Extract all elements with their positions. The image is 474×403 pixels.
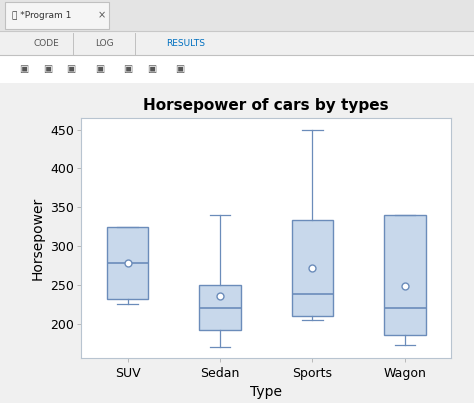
PathPatch shape	[292, 220, 333, 316]
Text: ⎙ *Program 1: ⎙ *Program 1	[12, 11, 71, 20]
Bar	[0, 55, 474, 83]
Text: RESULTS: RESULTS	[166, 39, 205, 48]
Text: ▣: ▣	[66, 64, 76, 75]
Bar	[0, 31, 474, 55]
Y-axis label: Horsepower: Horsepower	[31, 197, 45, 280]
Text: LOG: LOG	[95, 39, 113, 48]
PathPatch shape	[107, 226, 148, 299]
Text: ▣: ▣	[175, 64, 185, 75]
Title: Horsepower of cars by types: Horsepower of cars by types	[144, 98, 389, 113]
Text: ▣: ▣	[19, 64, 28, 75]
Bar	[0, 0, 474, 31]
X-axis label: Type: Type	[250, 385, 282, 399]
Text: CODE: CODE	[33, 39, 59, 48]
PathPatch shape	[199, 285, 241, 330]
Text: ×: ×	[97, 10, 105, 20]
Text: ▣: ▣	[43, 64, 52, 75]
FancyBboxPatch shape	[5, 2, 109, 29]
Text: ▣: ▣	[123, 64, 133, 75]
Text: ▣: ▣	[147, 64, 156, 75]
PathPatch shape	[384, 215, 426, 335]
Text: ▣: ▣	[95, 64, 104, 75]
